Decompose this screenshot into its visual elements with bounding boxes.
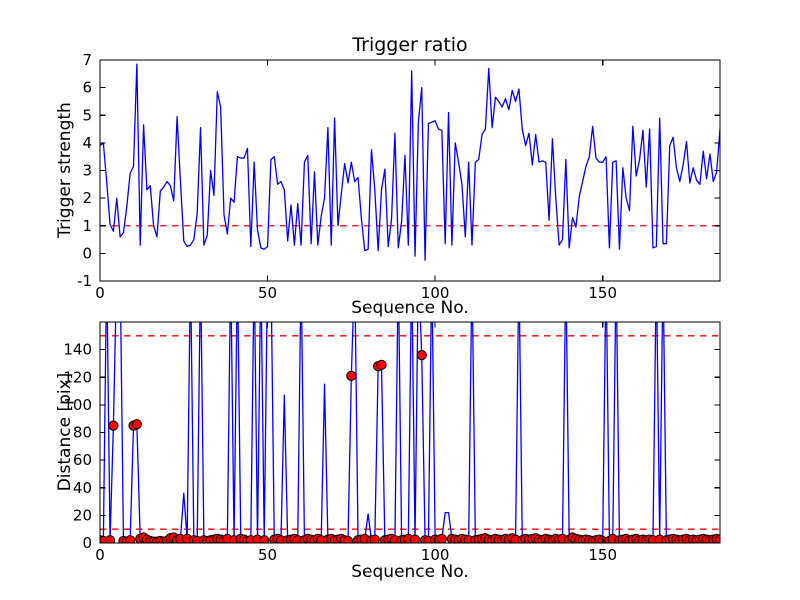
y-tick-label: 7 [82, 51, 92, 69]
y-tick-label: 20 [73, 506, 92, 524]
x-tick-label: 0 [95, 284, 105, 302]
y-tick-label: 6 [82, 79, 92, 97]
y-tick-label: -1 [77, 272, 92, 290]
x-tick-label: 100 [421, 284, 450, 302]
y-tick-label: 60 [73, 451, 92, 469]
chart-title: Trigger ratio [352, 34, 468, 56]
y-tick-label: 40 [73, 479, 92, 497]
y-tick-label: 140 [63, 341, 92, 359]
x-tick-label: 150 [588, 284, 617, 302]
x-tick-label: 100 [421, 546, 450, 564]
y-tick-label: 0 [82, 534, 92, 552]
data-point-marker [131, 419, 142, 430]
data-point-marker [409, 534, 421, 543]
bottom-y-axis-label: Distance [pix] [55, 372, 75, 492]
data-point-marker [259, 535, 270, 543]
y-tick-label: 80 [73, 424, 92, 442]
data-point-marker [346, 370, 357, 381]
x-tick-label: 0 [95, 546, 105, 564]
y-tick-label: 2 [82, 189, 92, 207]
data-point-marker [376, 359, 387, 370]
top-y-axis-label: Trigger strength [55, 102, 75, 238]
distance-line [100, 322, 720, 543]
trigger-strength-line [100, 63, 720, 261]
x-tick-label: 50 [258, 546, 277, 564]
y-tick-label: 0 [82, 244, 92, 262]
y-tick-label: 3 [82, 162, 92, 180]
bottom-x-axis-label: Sequence No. [351, 562, 469, 582]
data-point-marker [416, 350, 427, 361]
data-point-marker [369, 534, 380, 543]
data-point-marker [125, 535, 136, 543]
data-point-marker [436, 533, 447, 543]
y-tick-label: 5 [82, 106, 92, 124]
bottom-axes: 0 50 100 150 0 20 40 60 80 100 120 140 [63, 321, 721, 564]
y-tick-label: 4 [82, 134, 92, 152]
y-tick-label: 120 [63, 368, 92, 386]
x-tick-label: 150 [588, 546, 617, 564]
y-tick-label: 1 [82, 217, 92, 235]
data-point-marker [108, 420, 119, 431]
top-x-axis-label: Sequence No. [351, 298, 469, 318]
data-point-marker [104, 535, 116, 543]
x-tick-label: 50 [258, 284, 277, 302]
data-point-marker [714, 534, 720, 543]
y-tick-label: 100 [63, 396, 92, 414]
data-point-marker [342, 535, 354, 543]
